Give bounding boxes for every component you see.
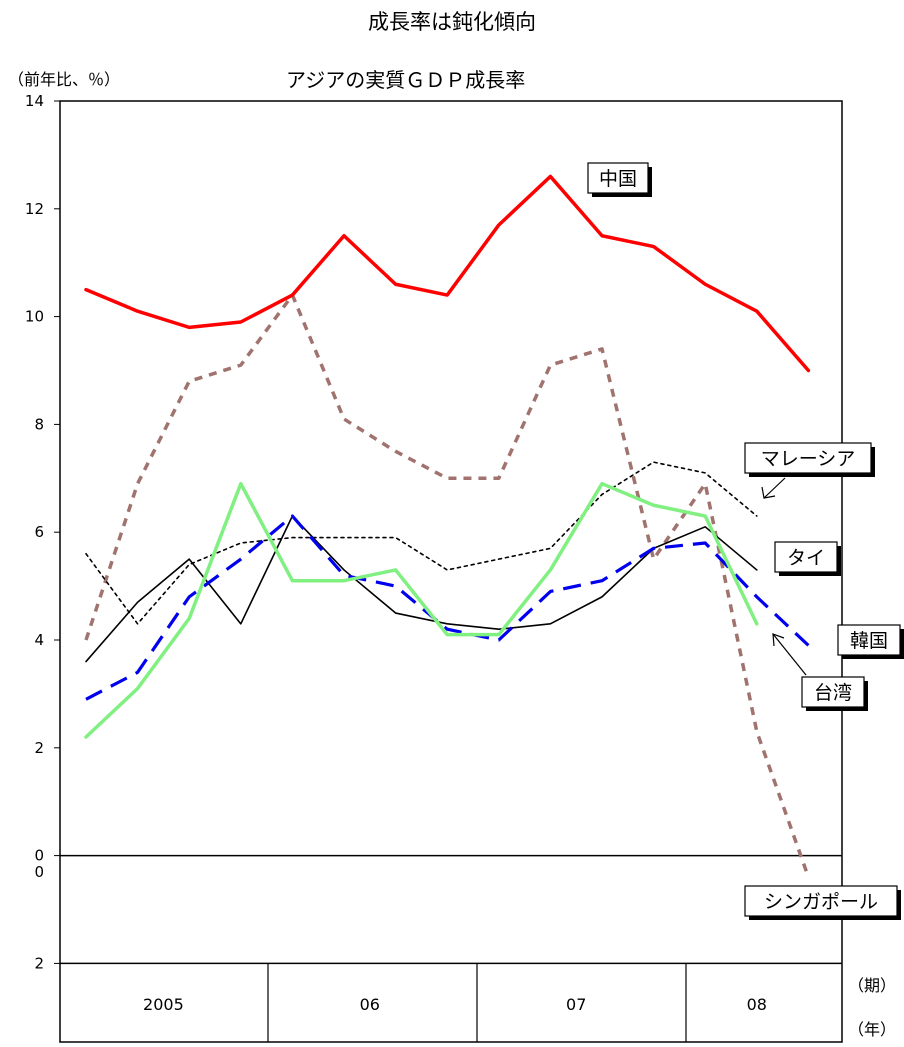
y-tick-label: 0 xyxy=(34,847,44,865)
y-axis-unit-label: （前年比、％） xyxy=(8,70,121,89)
series-label: 台湾 xyxy=(814,682,852,704)
series-line xyxy=(85,461,758,625)
plot-frame xyxy=(59,100,843,1043)
y-tick-label: 0 xyxy=(34,863,44,881)
y-tick-label: 12 xyxy=(25,200,44,218)
series-label: 韓国 xyxy=(850,630,888,652)
y-tick-label: 10 xyxy=(25,308,44,326)
y-tick-label: 2 xyxy=(34,954,44,972)
y-tick-label: 6 xyxy=(34,523,44,541)
year-label: 06 xyxy=(360,995,380,1014)
label-box xyxy=(801,676,865,708)
series-label: シンガポール xyxy=(764,891,878,913)
y-tick-label: 4 xyxy=(34,631,44,649)
quarter-axis-label: （期） xyxy=(848,976,896,995)
series-label: タイ xyxy=(787,547,825,569)
series-line xyxy=(84,174,811,373)
year-axis-label: （年） xyxy=(848,1020,896,1039)
y-tick-label: 8 xyxy=(34,415,44,433)
plot-border xyxy=(59,100,843,1043)
year-label: 08 xyxy=(747,995,767,1014)
label-box xyxy=(774,541,838,573)
arrow-head xyxy=(772,633,785,647)
arrow-head xyxy=(761,486,776,499)
page-title: 成長率は鈍化傾向 xyxy=(368,10,536,34)
y-axis: 14 12 10 8 6 4 2 00 2 xyxy=(25,92,60,972)
y-tick-label: 14 xyxy=(25,92,44,110)
y-tick-label: 2 xyxy=(34,739,44,757)
series-line xyxy=(84,293,811,878)
series-lines xyxy=(84,174,811,878)
year-label: 2005 xyxy=(143,995,184,1014)
series-line xyxy=(85,514,810,701)
series-label: マレーシア xyxy=(761,448,856,470)
label-box xyxy=(587,162,649,194)
chart-title: アジアの実質ＧＤＰ成長率 xyxy=(286,68,526,92)
series-line xyxy=(84,481,759,739)
label-box xyxy=(744,442,872,474)
series-line xyxy=(85,515,758,663)
series-label: 中国 xyxy=(599,168,637,190)
arrow-line xyxy=(763,477,786,499)
year-label: 07 xyxy=(566,995,586,1014)
x-axis: 2005 06 07 08 （期） （年） xyxy=(143,963,896,1042)
arrow-line xyxy=(772,633,807,676)
label-box xyxy=(744,885,898,917)
label-box xyxy=(837,624,901,656)
